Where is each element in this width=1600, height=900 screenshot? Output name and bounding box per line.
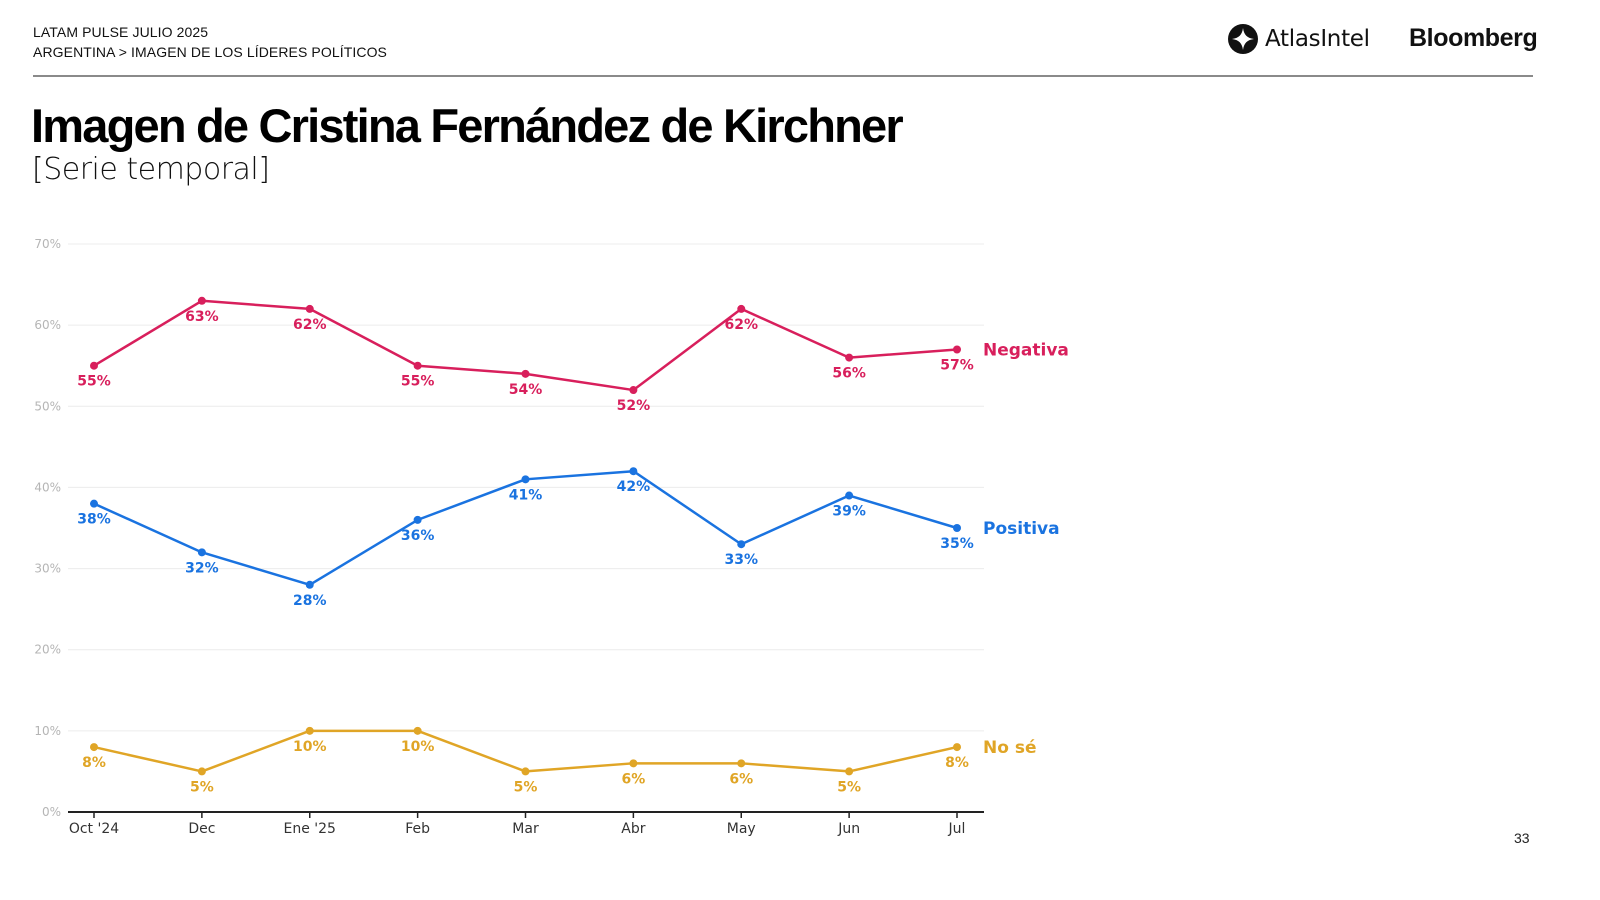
x-tick-label: Feb xyxy=(405,821,430,837)
data-label-no-s: 5% xyxy=(837,779,861,795)
data-labels: 55% 63% 62% 55% 54% 52% 62% 56% 57% Negativa 38% 32… xyxy=(77,309,1069,796)
x-tick-label: Mar xyxy=(512,821,539,837)
x-axis: Oct '24 Dec Ene '25 Feb Mar Abr May Jun Jul xyxy=(68,811,984,837)
series-label-negativa: Negativa xyxy=(983,340,1069,360)
data-point-no-s xyxy=(629,759,638,768)
data-label-negativa: 54% xyxy=(509,382,543,398)
x-tick-label: Jun xyxy=(837,821,860,837)
x-tick-label: Abr xyxy=(621,821,645,837)
data-point-negativa xyxy=(305,304,314,313)
page-number: 33 xyxy=(1514,830,1530,846)
data-point-negativa xyxy=(845,353,854,362)
y-tick-label: 10% xyxy=(34,724,61,738)
atlasintel-logo: AtlasIntel xyxy=(1227,22,1370,56)
data-point-positiva xyxy=(305,580,314,589)
data-label-positiva: 28% xyxy=(293,593,327,609)
series-label-positiva: Positiva xyxy=(983,519,1060,539)
data-label-no-s: 5% xyxy=(190,779,214,795)
data-point-no-s xyxy=(737,759,746,768)
y-axis-ticks: 0% 10% 20% 30% 40% 50% 60% 70% xyxy=(34,237,61,819)
atlasintel-logo-icon xyxy=(1228,24,1258,54)
data-label-negativa: 62% xyxy=(293,317,327,333)
data-label-no-s: 6% xyxy=(729,771,753,787)
data-point-no-s xyxy=(413,726,422,735)
report-name: LATAM PULSE JULIO 2025 xyxy=(33,24,209,40)
y-tick-label: 50% xyxy=(34,399,61,413)
report-header: LATAM PULSE JULIO 2025 ARGENTINA > IMAGE… xyxy=(33,22,387,62)
data-point-no-s xyxy=(521,767,530,776)
data-label-positiva: 42% xyxy=(617,479,651,495)
x-tick-label: Oct '24 xyxy=(69,821,119,837)
data-point-positiva xyxy=(953,524,961,532)
data-label-positiva: 32% xyxy=(185,560,219,576)
series xyxy=(90,296,961,776)
data-point-negativa xyxy=(521,369,530,378)
data-point-no-s xyxy=(197,767,206,776)
x-tick-label: Ene '25 xyxy=(284,821,336,837)
data-label-positiva: 39% xyxy=(832,504,866,520)
data-point-positiva xyxy=(737,540,746,549)
breadcrumb: ARGENTINA > IMAGEN DE LOS LÍDERES POLÍTI… xyxy=(33,44,387,60)
data-point-positiva xyxy=(413,515,422,524)
x-tick-label: Jul xyxy=(948,821,966,837)
y-tick-label: 0% xyxy=(42,805,61,819)
data-point-negativa xyxy=(413,361,422,370)
data-label-no-s: 6% xyxy=(621,771,645,787)
data-label-no-s: 10% xyxy=(293,739,327,755)
data-label-negativa: 56% xyxy=(832,366,866,382)
y-tick-label: 70% xyxy=(34,237,61,251)
data-point-no-s xyxy=(305,726,314,735)
data-label-no-s: 10% xyxy=(401,739,435,755)
data-point-no-s xyxy=(953,743,961,752)
bloomberg-logo: Bloomberg xyxy=(1409,24,1538,52)
y-tick-label: 30% xyxy=(34,562,61,576)
data-label-positiva: 36% xyxy=(401,528,435,544)
data-point-positiva xyxy=(197,548,206,557)
data-label-no-s: 8% xyxy=(82,755,106,771)
data-point-negativa xyxy=(629,386,638,395)
data-point-negativa xyxy=(197,296,206,305)
data-label-no-s: 5% xyxy=(514,779,538,795)
data-label-positiva: 35% xyxy=(940,536,974,552)
atlasintel-name: AtlasIntel xyxy=(1265,26,1370,52)
data-point-positiva xyxy=(90,499,98,508)
data-label-no-s: 8% xyxy=(945,755,969,771)
header-divider xyxy=(33,75,1533,77)
page-subtitle: [Serie temporal] xyxy=(32,152,270,187)
y-tick-label: 60% xyxy=(34,318,61,332)
data-label-positiva: 41% xyxy=(509,487,543,503)
page-title: Imagen de Cristina Fernández de Kirchner xyxy=(31,99,904,152)
data-point-positiva xyxy=(629,467,638,476)
data-label-negativa: 55% xyxy=(401,374,435,390)
data-point-positiva xyxy=(845,491,854,500)
data-label-negativa: 52% xyxy=(617,398,651,414)
x-tick-label: May xyxy=(727,821,756,837)
data-label-negativa: 57% xyxy=(940,357,974,373)
data-point-negativa xyxy=(90,361,98,370)
y-tick-label: 40% xyxy=(34,480,61,494)
data-label-negativa: 63% xyxy=(185,309,219,325)
gridlines xyxy=(68,243,984,732)
data-point-negativa xyxy=(953,345,961,354)
data-point-negativa xyxy=(737,304,746,313)
y-tick-label: 20% xyxy=(34,643,61,657)
data-label-positiva: 33% xyxy=(724,552,758,568)
data-point-positiva xyxy=(521,475,530,484)
data-label-negativa: 62% xyxy=(724,317,758,333)
data-label-negativa: 55% xyxy=(77,374,111,390)
data-point-no-s xyxy=(845,767,854,776)
series-line-no-s xyxy=(92,729,959,773)
data-point-no-s xyxy=(90,743,98,752)
data-label-positiva: 38% xyxy=(77,512,111,528)
series-label-no-s: No sé xyxy=(983,738,1036,758)
x-tick-label: Dec xyxy=(188,821,215,837)
